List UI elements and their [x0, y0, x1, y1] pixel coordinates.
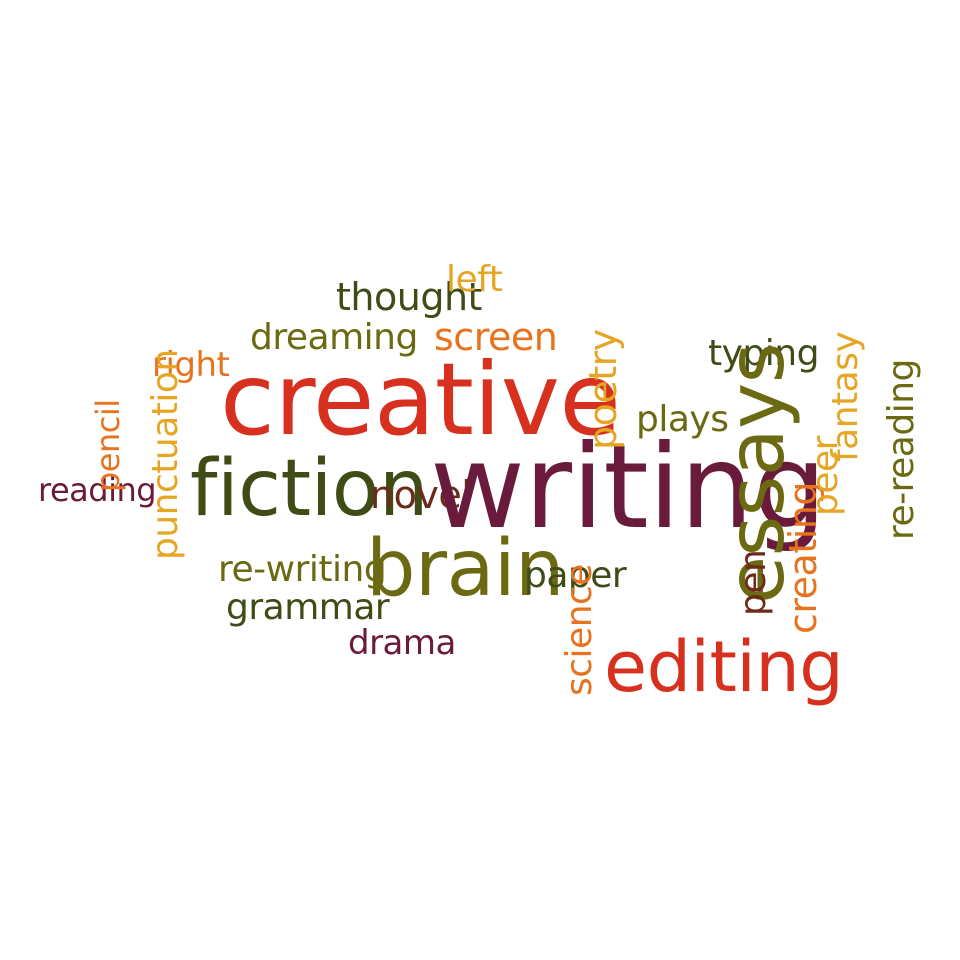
word-paper: paper — [524, 555, 627, 596]
word-left: left — [446, 259, 503, 300]
word-screen: screen — [434, 315, 558, 359]
word-grammar: grammar — [226, 587, 390, 628]
word-punctuation: punctuation — [145, 349, 186, 560]
word-brain: brain — [366, 524, 564, 614]
word-writing: writing — [430, 420, 827, 555]
word-editing: editing — [604, 626, 844, 708]
word-thought: thought — [336, 275, 482, 319]
word-re-writing: re-writing — [218, 549, 387, 590]
word-fiction: fiction — [190, 444, 428, 534]
word-right: right — [152, 345, 230, 385]
word-novel: novel — [370, 473, 472, 517]
word-re-reading: re-reading — [881, 359, 922, 540]
word-fantasy: fantasy — [825, 331, 866, 462]
word-pencil: pencil — [89, 399, 127, 492]
word-creative: creative — [220, 341, 621, 458]
word-drama: drama — [348, 623, 456, 663]
word-plays: plays — [636, 399, 729, 440]
word-pen: pen — [733, 549, 774, 616]
word-science: science — [559, 564, 600, 696]
word-typing: typing — [708, 333, 819, 374]
word-poetry: poetry — [581, 329, 625, 450]
word-dreaming: dreaming — [250, 317, 418, 358]
word-reading: reading — [38, 471, 157, 509]
